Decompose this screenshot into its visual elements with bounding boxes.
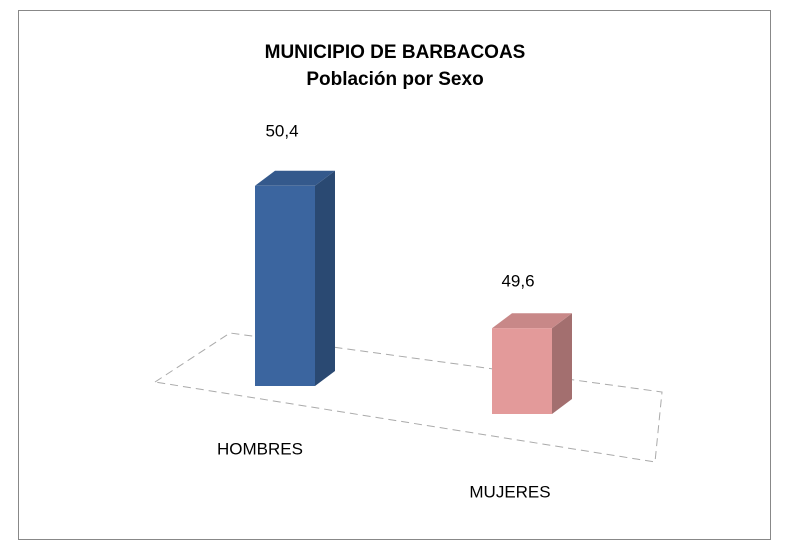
chart-subtitle: Población por Sexo — [306, 69, 483, 90]
x-tick-label: HOMBRES — [217, 439, 303, 458]
x-tick-label: MUJERES — [469, 482, 550, 501]
bar-top — [255, 170, 335, 186]
bar-top — [492, 313, 572, 329]
bar-side — [552, 313, 572, 414]
bar-side — [315, 170, 335, 386]
data-label: 49,6 — [501, 272, 534, 291]
bar — [492, 328, 552, 414]
data-label: 50,4 — [265, 121, 298, 140]
chart-border — [18, 10, 771, 540]
bar — [255, 185, 315, 386]
floor — [153, 332, 663, 463]
chart-title: MUNICIPIO DE BARBACOAS — [265, 42, 526, 63]
